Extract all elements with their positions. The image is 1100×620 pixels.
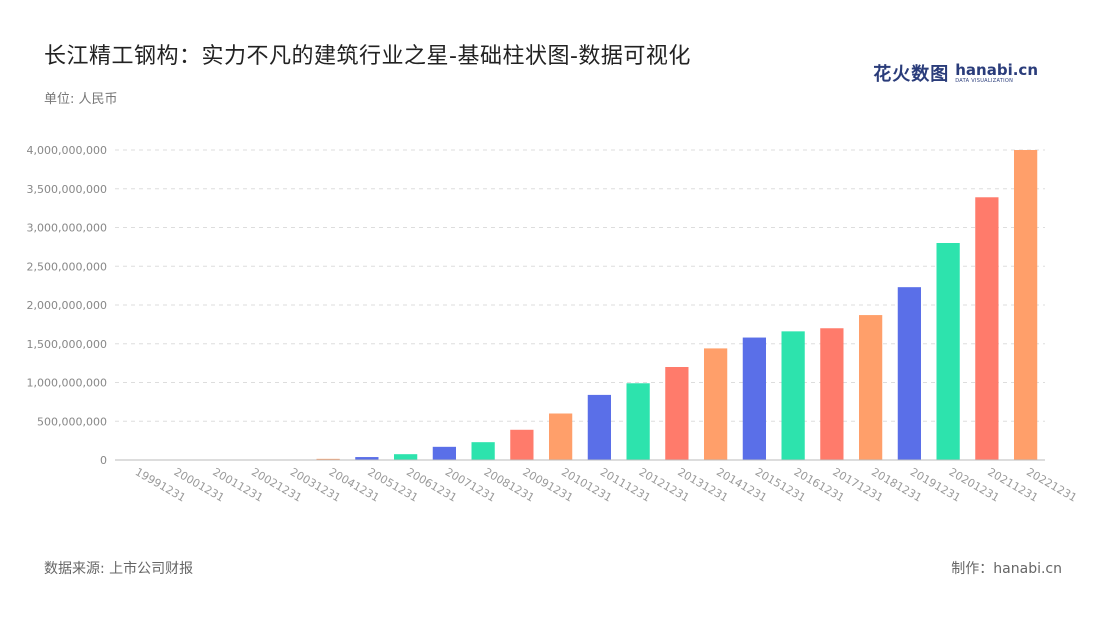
bar (432, 446, 456, 460)
y-tick-label: 3,500,000,000 (27, 183, 107, 196)
y-tick-label: 3,000,000,000 (27, 222, 107, 235)
bar (587, 394, 611, 460)
bar (936, 243, 960, 460)
bar (471, 442, 495, 460)
x-axis-ticks: 1999123120001231200112312002123120031231… (133, 465, 1079, 504)
maker-credit: 制作：hanabi.cn (951, 561, 1062, 577)
bar (394, 454, 418, 460)
logo-text-cn: 花火数图 (873, 64, 950, 85)
bar (781, 331, 805, 460)
bar (316, 458, 340, 460)
unit-label: 单位: 人民币 (44, 92, 118, 107)
y-tick-label: 4,000,000,000 (27, 144, 107, 157)
bars (277, 150, 1038, 460)
grid-lines (115, 149, 1045, 422)
bar (975, 197, 999, 460)
brand-logo: 花火数图 hanabi.cn DATA VISUALIZATION (873, 60, 1038, 86)
bar (1014, 150, 1038, 460)
bar (704, 348, 728, 460)
logo-text-en: hanabi.cn (955, 60, 1038, 79)
data-source: 数据来源: 上市公司财报 (44, 561, 194, 577)
bar (355, 457, 379, 460)
y-tick-label: 500,000,000 (37, 415, 107, 428)
bar (626, 383, 650, 460)
bar (742, 337, 766, 460)
bar (510, 429, 534, 460)
bar (665, 367, 689, 460)
y-tick-label: 0 (100, 454, 107, 467)
logo-subtitle: DATA VISUALIZATION (955, 77, 1014, 84)
bar (549, 413, 573, 460)
bar (859, 315, 883, 460)
y-tick-label: 1,500,000,000 (27, 338, 107, 351)
logo-en-group: hanabi.cn DATA VISUALIZATION (955, 60, 1038, 84)
y-tick-label: 1,000,000,000 (27, 377, 107, 390)
bar (897, 287, 921, 460)
y-tick-label: 2,000,000,000 (27, 299, 107, 312)
y-tick-label: 2,500,000,000 (27, 260, 107, 273)
chart-title: 长江精工钢构：实力不凡的建筑行业之星-基础柱状图-数据可视化 (44, 44, 691, 69)
y-axis-ticks: 0 500,000,000 1,000,000,000 1,500,000,000 2,… (27, 144, 107, 467)
bar (820, 328, 844, 460)
